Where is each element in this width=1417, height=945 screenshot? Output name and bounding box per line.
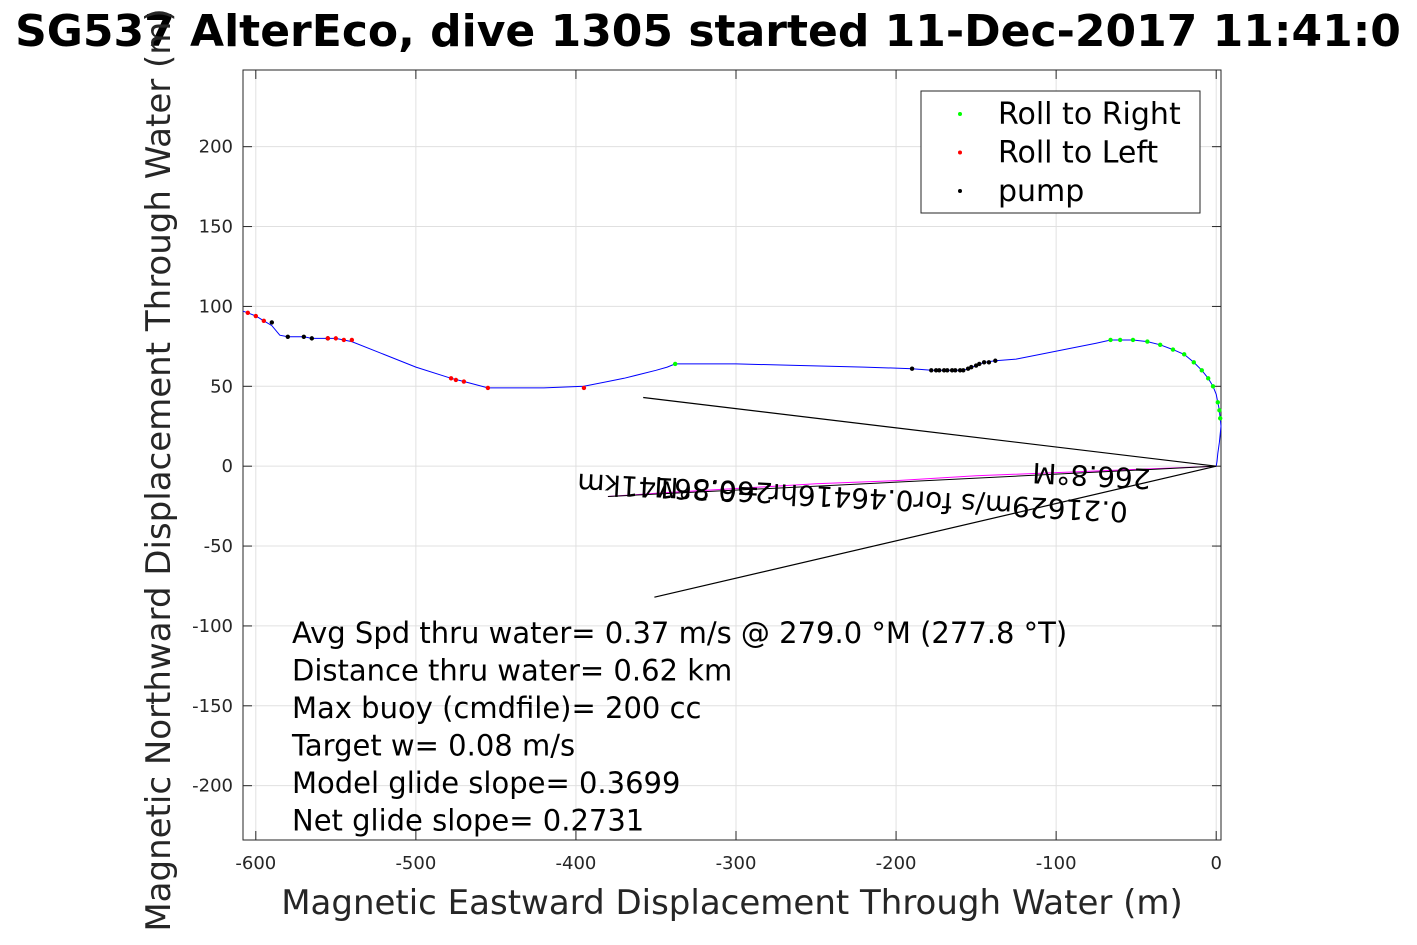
- series-line-0: [242, 310, 1222, 467]
- marker-roll-to-right: [1130, 337, 1136, 343]
- chart-title: SG537 AlterEco, dive 1305 started 11-Dec…: [15, 6, 1401, 57]
- marker-roll-to-left: [245, 310, 251, 316]
- current-arrow-shaft: [607, 465, 1217, 498]
- marker-roll-to-left: [261, 318, 267, 324]
- marker-roll-to-left: [581, 385, 587, 391]
- marker-roll-to-right: [1217, 408, 1222, 413]
- marker-pump: [269, 320, 275, 325]
- stats-line: Net glide slope= 0.2731: [292, 804, 644, 838]
- y-tick-label: -50: [204, 536, 233, 557]
- marker-pump: [949, 368, 955, 373]
- x-axis-label: Magnetic Eastward Displacement Through W…: [281, 883, 1183, 923]
- marker-pump: [929, 368, 934, 373]
- x-tick-label: -300: [716, 853, 757, 874]
- marker-roll-to-right: [1145, 339, 1150, 344]
- marker-pump: [986, 360, 992, 365]
- y-tick-label: -100: [192, 616, 233, 637]
- y-tick-label: 150: [199, 217, 233, 238]
- marker-roll-to-right: [1108, 337, 1113, 343]
- marker-roll-to-left: [453, 377, 459, 383]
- y-tick-label: 100: [199, 296, 233, 317]
- current-arrow-head: [643, 396, 1217, 598]
- marker-roll-to-right: [1215, 400, 1220, 405]
- legend-marker: [958, 150, 962, 155]
- marker-roll-to-right: [672, 361, 678, 367]
- legend-box: [920, 90, 1201, 214]
- current-arrow-label: 266.8°M: [1032, 456, 1152, 495]
- legend-label: Roll to Right: [998, 97, 1181, 132]
- axis-ticks: -600 -500 -400 -300 -200 -100 0-200-150-100-50…: [192, 70, 1222, 874]
- marker-pump: [301, 334, 307, 339]
- y-tick-label: 50: [210, 376, 233, 397]
- marker-roll-to-right: [1205, 376, 1211, 381]
- legend-marker: [958, 189, 962, 193]
- marker-pump: [973, 363, 979, 368]
- marker-pump: [937, 368, 942, 373]
- marker-roll-to-left: [325, 336, 331, 341]
- marker-roll-to-right: [1199, 368, 1204, 373]
- legend-label: pump: [998, 174, 1084, 209]
- marker-pump: [933, 368, 939, 373]
- marker-roll-to-right: [1170, 347, 1176, 352]
- marker-roll-to-right: [1157, 342, 1163, 347]
- x-tick-label: 0: [1210, 853, 1221, 874]
- marker-roll-to-right: [1181, 352, 1187, 357]
- stats-line: Distance thru water= 0.62 km: [292, 654, 732, 688]
- stats-line: Avg Spd thru water= 0.37 m/s @ 279.0 °M …: [292, 616, 1067, 650]
- marker-roll-to-left: [461, 379, 467, 384]
- legend-label: Roll to Left: [998, 136, 1158, 171]
- marker-roll-to-right: [1210, 384, 1216, 389]
- y-tick-label: 200: [199, 137, 233, 158]
- marker-pump: [961, 368, 966, 373]
- y-tick-label: -200: [192, 776, 233, 797]
- marker-roll-to-left: [485, 385, 491, 391]
- y-axis-label: Magnetic Northward Displacement Through …: [139, 8, 179, 931]
- marker-roll-to-right: [1217, 416, 1223, 421]
- marker-pump: [941, 368, 947, 373]
- marker-pump: [953, 368, 958, 373]
- markers-layer: [245, 310, 1223, 421]
- series-line-1: [607, 465, 1217, 497]
- marker-roll-to-left: [333, 336, 339, 341]
- x-tick-label: -100: [1036, 853, 1077, 874]
- legend-marker: [958, 112, 962, 116]
- plot-area-frame: [242, 69, 1222, 841]
- marker-pump: [285, 334, 291, 339]
- marker-roll-to-right: [1117, 337, 1123, 343]
- stats-line: Max buoy (cmdfile)= 200 cc: [292, 691, 701, 725]
- marker-roll-to-left: [341, 337, 347, 343]
- marker-roll-to-left: [448, 376, 454, 381]
- marker-pump: [309, 336, 315, 341]
- marker-roll-to-left: [253, 313, 259, 319]
- marker-pump: [909, 366, 915, 371]
- stats-line: Target w= 0.08 m/s: [291, 729, 575, 763]
- marker-pump: [993, 358, 998, 363]
- marker-pump: [981, 360, 987, 365]
- stats-annotations: Avg Spd thru water= 0.37 m/s @ 279.0 °M …: [291, 616, 1067, 838]
- y-tick-label: -150: [192, 696, 233, 717]
- marker-roll-to-left: [349, 337, 355, 343]
- x-tick-label: -600: [235, 853, 276, 874]
- current-arrow-label: 266.8°M: [654, 470, 774, 509]
- x-tick-label: -400: [556, 853, 597, 874]
- marker-pump: [957, 368, 963, 373]
- marker-pump: [965, 366, 971, 371]
- stats-line: Model glide slope= 0.3699: [292, 766, 680, 800]
- y-tick-label: 0: [222, 456, 233, 477]
- marker-pump: [945, 368, 950, 373]
- x-tick-label: -500: [395, 853, 436, 874]
- x-tick-label: -200: [876, 853, 917, 874]
- marker-roll-to-right: [1191, 360, 1196, 365]
